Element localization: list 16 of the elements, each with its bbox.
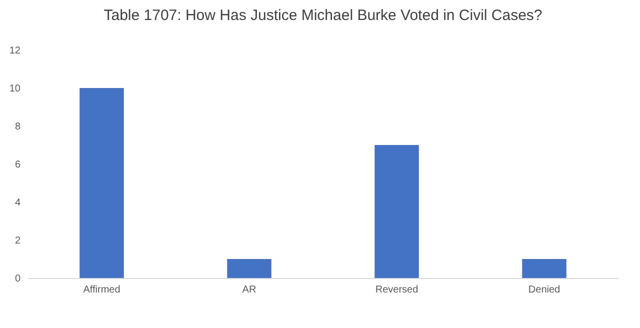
y-tick-label: 12 xyxy=(9,46,21,56)
y-tick-label: 8 xyxy=(14,122,21,132)
y-tick-label: 10 xyxy=(9,84,21,94)
x-tick-label: Affirmed xyxy=(83,284,120,296)
y-tick-label: 2 xyxy=(14,236,21,246)
x-tick-label: Denied xyxy=(528,284,560,296)
bar xyxy=(80,88,124,278)
bar xyxy=(374,145,419,278)
bar xyxy=(522,259,566,278)
bar xyxy=(227,259,272,278)
x-tick-label: AR xyxy=(242,284,256,296)
chart-title: Table 1707: How Has Justice Michael Burke Voted in Civil Cases? xyxy=(104,7,542,24)
y-tick-label: 4 xyxy=(14,198,21,208)
x-tick-label: Reversed xyxy=(375,284,418,296)
y-tick-label: 6 xyxy=(14,160,21,170)
y-tick-label: 0 xyxy=(14,274,21,284)
